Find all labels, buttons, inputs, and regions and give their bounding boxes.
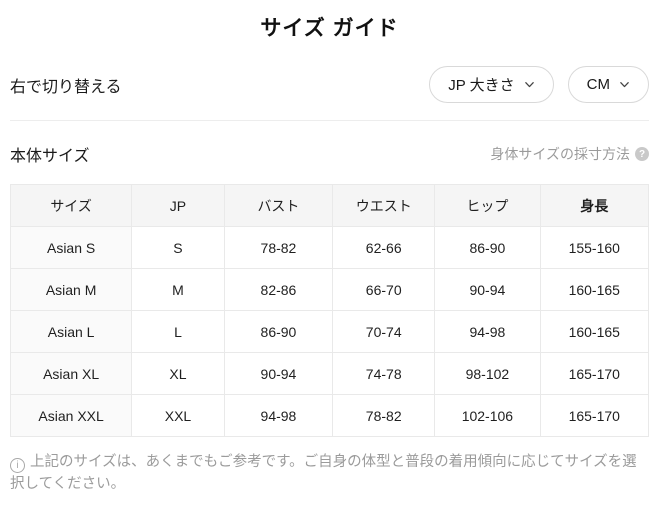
cell-height: 165-170 [539,352,650,395]
cell-size: Asian XL [9,352,133,395]
measure-method-link[interactable]: 身体サイズの採寸方法 ? [490,144,649,164]
unit-dropdown-label: CM [586,76,610,93]
table-row: Asian XL XL 90-94 74-78 98-102 165-170 [9,352,650,395]
page-title: サイズ ガイド [260,17,399,40]
column-header-hip: ヒップ [434,184,541,227]
column-header-bust: バスト [223,184,334,227]
chevron-down-icon [524,77,535,94]
size-standard-dropdown-label: JP 大きさ [448,77,515,94]
cell-size: Asian L [9,310,133,353]
size-guide-page: サイズ ガイド 右で切り替える JP 大きさ CM 本体サイズ 身体サイズの採寸… [9,17,650,496]
column-header-jp: JP [131,184,225,227]
cell-jp: XL [131,352,225,395]
unit-dropdown[interactable]: CM [567,66,649,103]
cell-waist: 74-78 [332,352,436,395]
cell-jp: L [131,310,225,353]
cell-hip: 102-106 [434,394,541,437]
cell-waist: 78-82 [332,394,436,437]
info-icon: i [10,458,25,474]
cell-size: Asian S [9,226,133,269]
cell-bust: 86-90 [223,310,334,353]
cell-bust: 94-98 [223,394,334,437]
cell-waist: 66-70 [332,268,436,311]
chevron-down-icon [619,77,630,94]
cell-waist: 62-66 [332,226,436,269]
cell-height: 160-165 [539,268,650,311]
footer-note: i 上記のサイズは、あくまでもご参考です。ご自身の体型と普段の着用傾向に応じてサイ… [10,451,649,496]
cell-bust: 78-82 [223,226,334,269]
cell-jp: S [131,226,225,269]
cell-jp: XXL [131,394,225,437]
cell-hip: 90-94 [434,268,541,311]
size-table-header-row: サイズ JP バスト ウエスト ヒップ 身長 [9,184,650,227]
question-mark-icon: ? [635,147,649,161]
dropdown-group: JP 大きさ CM [429,66,649,103]
table-row: Asian S S 78-82 62-66 86-90 155-160 [9,226,650,269]
cell-height: 155-160 [539,226,650,269]
measure-method-link-label: 身体サイズの採寸方法 [490,146,630,162]
column-header-waist: ウエスト [332,184,436,227]
section-title: 本体サイズ [10,148,90,165]
cell-hip: 86-90 [434,226,541,269]
cell-hip: 94-98 [434,310,541,353]
section-row: 本体サイズ 身体サイズの採寸方法 ? [10,142,649,166]
table-row: Asian XXL XXL 94-98 78-82 102-106 165-17… [9,394,650,437]
cell-bust: 90-94 [223,352,334,395]
cell-size: Asian XXL [9,394,133,437]
column-header-height: 身長 [539,184,650,227]
cell-waist: 70-74 [332,310,436,353]
divider [10,120,649,121]
footer-note-text: 上記のサイズは、あくまでもご参考です。ご自身の体型と普段の着用傾向に応じてサイズ… [10,454,637,493]
size-standard-dropdown[interactable]: JP 大きさ [429,66,554,103]
cell-bust: 82-86 [223,268,334,311]
cell-height: 165-170 [539,394,650,437]
cell-height: 160-165 [539,310,650,353]
size-table: サイズ JP バスト ウエスト ヒップ 身長 Asian S S 78-82 6… [9,184,650,437]
cell-size: Asian M [9,268,133,311]
toggle-row-label: 右で切り替える [10,78,122,96]
column-header-size: サイズ [9,184,133,227]
cell-hip: 98-102 [434,352,541,395]
table-row: Asian L L 86-90 70-74 94-98 160-165 [9,310,650,353]
toggle-row: 右で切り替える JP 大きさ CM [10,66,649,103]
table-row: Asian M M 82-86 66-70 90-94 160-165 [9,268,650,311]
cell-jp: M [131,268,225,311]
